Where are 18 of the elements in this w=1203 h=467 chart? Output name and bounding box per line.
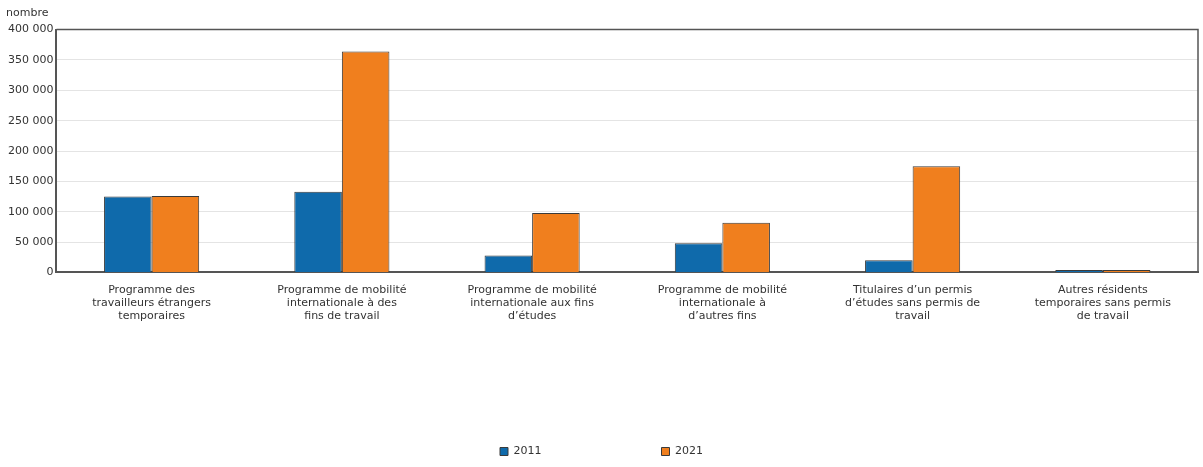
y-axis-title: nombre: [6, 6, 49, 19]
y-tick-label: 250 000: [7, 113, 54, 127]
legend-label: 2021: [675, 444, 703, 458]
y-tick-label: 50 000: [14, 234, 54, 248]
y-tick-label: 300 000: [7, 83, 54, 97]
y-tick-label: 150 000: [7, 174, 54, 188]
legend-label: 2011: [513, 444, 542, 458]
x-tick-label: Programme de mobilité internationale à d’autres fins: [657, 282, 788, 323]
x-tick-label: Programme de mobilité internationale aux fins d’études: [467, 282, 597, 323]
x-tick-label: Programme des travailleurs étrangers temporaires: [92, 282, 212, 323]
x-tick-label: Autres résidents temporaires sans permis de travail: [1034, 282, 1172, 323]
x-tick-label: Titulaires d’un permis d’études sans permis de travail: [845, 282, 981, 323]
y-tick-label: 100 000: [7, 204, 54, 218]
y-tick-label: 200 000: [7, 143, 54, 157]
y-tick-label: 350 000: [7, 52, 54, 66]
x-tick-label: Programme de mobilité internationale à des fins de travail: [277, 282, 407, 323]
y-tick-label: 0: [46, 265, 54, 279]
y-tick-label: 400 000: [7, 22, 54, 36]
